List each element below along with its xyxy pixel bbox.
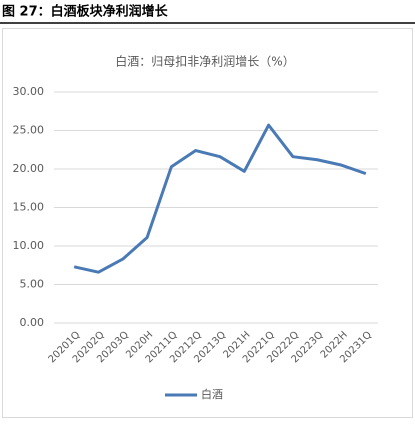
y-tick-label: 20.00	[13, 162, 45, 175]
y-tick-label: 5.00	[20, 278, 45, 291]
y-tick-label: 25.00	[13, 124, 45, 137]
y-tick-label: 10.00	[13, 239, 45, 252]
y-tick-label: 30.00	[13, 85, 45, 98]
figure-title: 图 27：白酒板块净利润增长	[2, 4, 169, 20]
chart-frame	[2, 28, 413, 418]
y-tick-label: 15.00	[13, 201, 45, 214]
y-tick-label: 0.00	[20, 316, 45, 329]
series-line	[73, 123, 367, 274]
chart-title: 白酒：归母扣非净利润增长（%）	[115, 54, 294, 69]
legend-label: 白酒	[201, 387, 223, 401]
